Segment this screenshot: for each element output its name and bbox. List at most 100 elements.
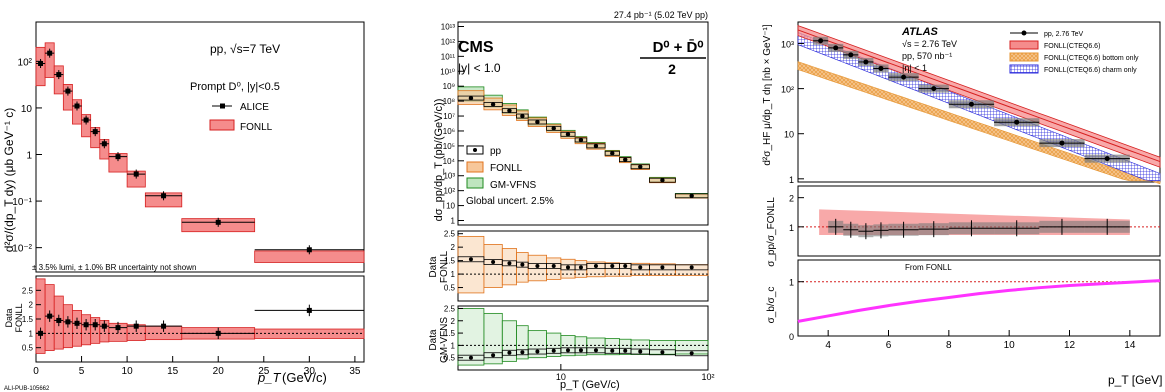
- y-tick-label: 10⁴: [443, 157, 456, 166]
- ratio-point: [507, 350, 512, 355]
- y-tick-label: 10⁹: [443, 82, 455, 91]
- data-point: [74, 103, 80, 109]
- cms-r1-band: [457, 235, 485, 294]
- fonll-total-band: [797, 24, 1161, 168]
- cms-experiment: CMS: [458, 39, 494, 56]
- cms-top-frame: [457, 21, 709, 226]
- fonll-band: [81, 114, 92, 138]
- x-tick-label: 14: [1124, 340, 1136, 351]
- x-tick-label: 35: [349, 366, 361, 377]
- cms-r1-band: [527, 254, 547, 282]
- data-point: [38, 60, 44, 66]
- y-tick-label: 0.5: [444, 284, 456, 293]
- ratio-point: [520, 262, 525, 267]
- y-tick-label: 10: [446, 202, 455, 211]
- x-tick-label: 30: [304, 366, 316, 377]
- data-point: [610, 151, 615, 156]
- legend-swatch: [466, 145, 484, 155]
- bottom-only-band: [797, 61, 1161, 185]
- ratio-point: [101, 323, 107, 329]
- alice-panel: 10⁻² 10⁻¹ 1 10 10² ALICE FONLL 0.5 1 1.5 2 2.5 0 5 10…: [2, 21, 365, 392]
- legend-swatch: [466, 161, 484, 173]
- x-tick-label: 6: [886, 340, 892, 351]
- atlas-experiment: ATLAS: [901, 26, 939, 38]
- atlas-ratio-fonll-plot: 12: [789, 185, 1161, 257]
- y-tick-label: 1: [789, 223, 794, 233]
- ratio-point: [593, 348, 598, 353]
- cms-ratio-gmvfns-plot: 0.5 1 1.5 2 2.5 10 10²: [444, 304, 715, 382]
- ratio-point: [565, 348, 570, 353]
- data-point: [660, 178, 665, 183]
- legend-label: GM-VFNS: [490, 180, 536, 191]
- atlas-r2-note: From FONLL: [905, 263, 952, 272]
- atlas-ratio-bc-plot: 014 6 8 10 12 14: [789, 259, 1161, 351]
- y-tick-label: 2: [29, 301, 34, 310]
- legend-swatch: [1009, 52, 1039, 62]
- ratio-point: [491, 259, 496, 264]
- ratio-point: [47, 313, 53, 319]
- fonll-band: [62, 84, 73, 111]
- fonll-band: [53, 65, 64, 95]
- y-tick-label: 2: [451, 317, 456, 326]
- cms-r2-ylabel-bottom: GM-VFNS: [439, 317, 450, 363]
- cms-r1-band: [483, 244, 503, 288]
- alice-watermark: ALI-PUB-105662: [4, 386, 50, 392]
- data-point: [56, 72, 62, 78]
- atlas-xlabel: p_T [GeV]: [1108, 373, 1162, 387]
- legend-label: FONLL(CTEQ6.6): [1044, 43, 1100, 50]
- ratio-point: [593, 264, 598, 268]
- data-point: [133, 171, 139, 177]
- y-tick-label: 2.5: [22, 286, 34, 295]
- data-point: [1104, 156, 1110, 162]
- cms-rapidity: |y| < 1.0: [458, 61, 501, 75]
- data-point: [161, 193, 167, 199]
- atlas-r2-ylabel: σ_b/σ_c: [766, 287, 777, 324]
- legend-swatch: [1009, 40, 1039, 50]
- legend-swatch: [209, 119, 235, 131]
- ratio-point: [623, 348, 628, 353]
- data-point: [863, 59, 869, 65]
- data-point: [551, 126, 556, 131]
- ratio-point: [551, 348, 556, 353]
- y-tick-label: 0.5: [444, 354, 456, 363]
- legend-label: FONLL(CTEQ6.6) bottom only: [1044, 55, 1139, 62]
- legend-label: pp, 2.76 TeV: [1044, 31, 1084, 38]
- cms-xlabel: p_T (GeV/c): [560, 379, 620, 391]
- y-tick-label: 10¹²: [441, 37, 456, 46]
- ratio-point: [74, 320, 80, 326]
- fonll-central-line: [797, 29, 1161, 163]
- y-tick-label: 1.5: [444, 257, 456, 266]
- ratio-point: [565, 265, 570, 270]
- ratio-point: [520, 350, 525, 355]
- y-tick-label: 1: [26, 151, 32, 162]
- legend-label: FONLL: [490, 163, 523, 174]
- y-tick-label: 10⁸: [443, 97, 455, 106]
- y-tick-label: 10¹³: [441, 22, 456, 31]
- data-point: [47, 50, 53, 56]
- legend-label: ALICE: [240, 102, 269, 113]
- atlas-dataset: pp, 570 nb⁻¹: [902, 51, 952, 61]
- data-point: [468, 95, 474, 101]
- x-tick-label: 10²: [701, 372, 714, 382]
- ratio-point: [161, 323, 167, 329]
- alice-legend: ALICE FONLL: [209, 102, 273, 133]
- alice-ratio-ylabel-top: Data: [4, 308, 14, 327]
- y-tick-label: 10²: [443, 187, 455, 196]
- data-point: [507, 108, 512, 113]
- x-tick-label: 25: [258, 366, 270, 377]
- bc-ratio-curve: [797, 279, 1161, 323]
- y-tick-label: 10: [784, 130, 794, 140]
- alice-ylabel: d²σ/(dp_T dy) (μb GeV⁻¹ c): [2, 108, 16, 252]
- x-tick-label: 15: [167, 366, 179, 377]
- data-point: [215, 219, 221, 225]
- y-tick-label: 10²: [781, 85, 794, 95]
- cms-top-plot: 1 10 10² 10³ 10⁴ 10⁵ 10⁶ 10⁷ 10⁸ 10⁹ 10¹⁰ 10¹¹ 10¹² 1…: [440, 21, 709, 226]
- atlas-eta: |η| < 1: [902, 63, 927, 73]
- y-tick-label: 1.5: [444, 329, 456, 338]
- data-point: [833, 45, 839, 51]
- y-tick-label: 10³: [443, 172, 455, 181]
- data-point: [565, 132, 571, 137]
- x-tick-label: 4: [825, 340, 831, 351]
- ratio-point: [507, 261, 512, 266]
- ratio-point: [623, 264, 628, 268]
